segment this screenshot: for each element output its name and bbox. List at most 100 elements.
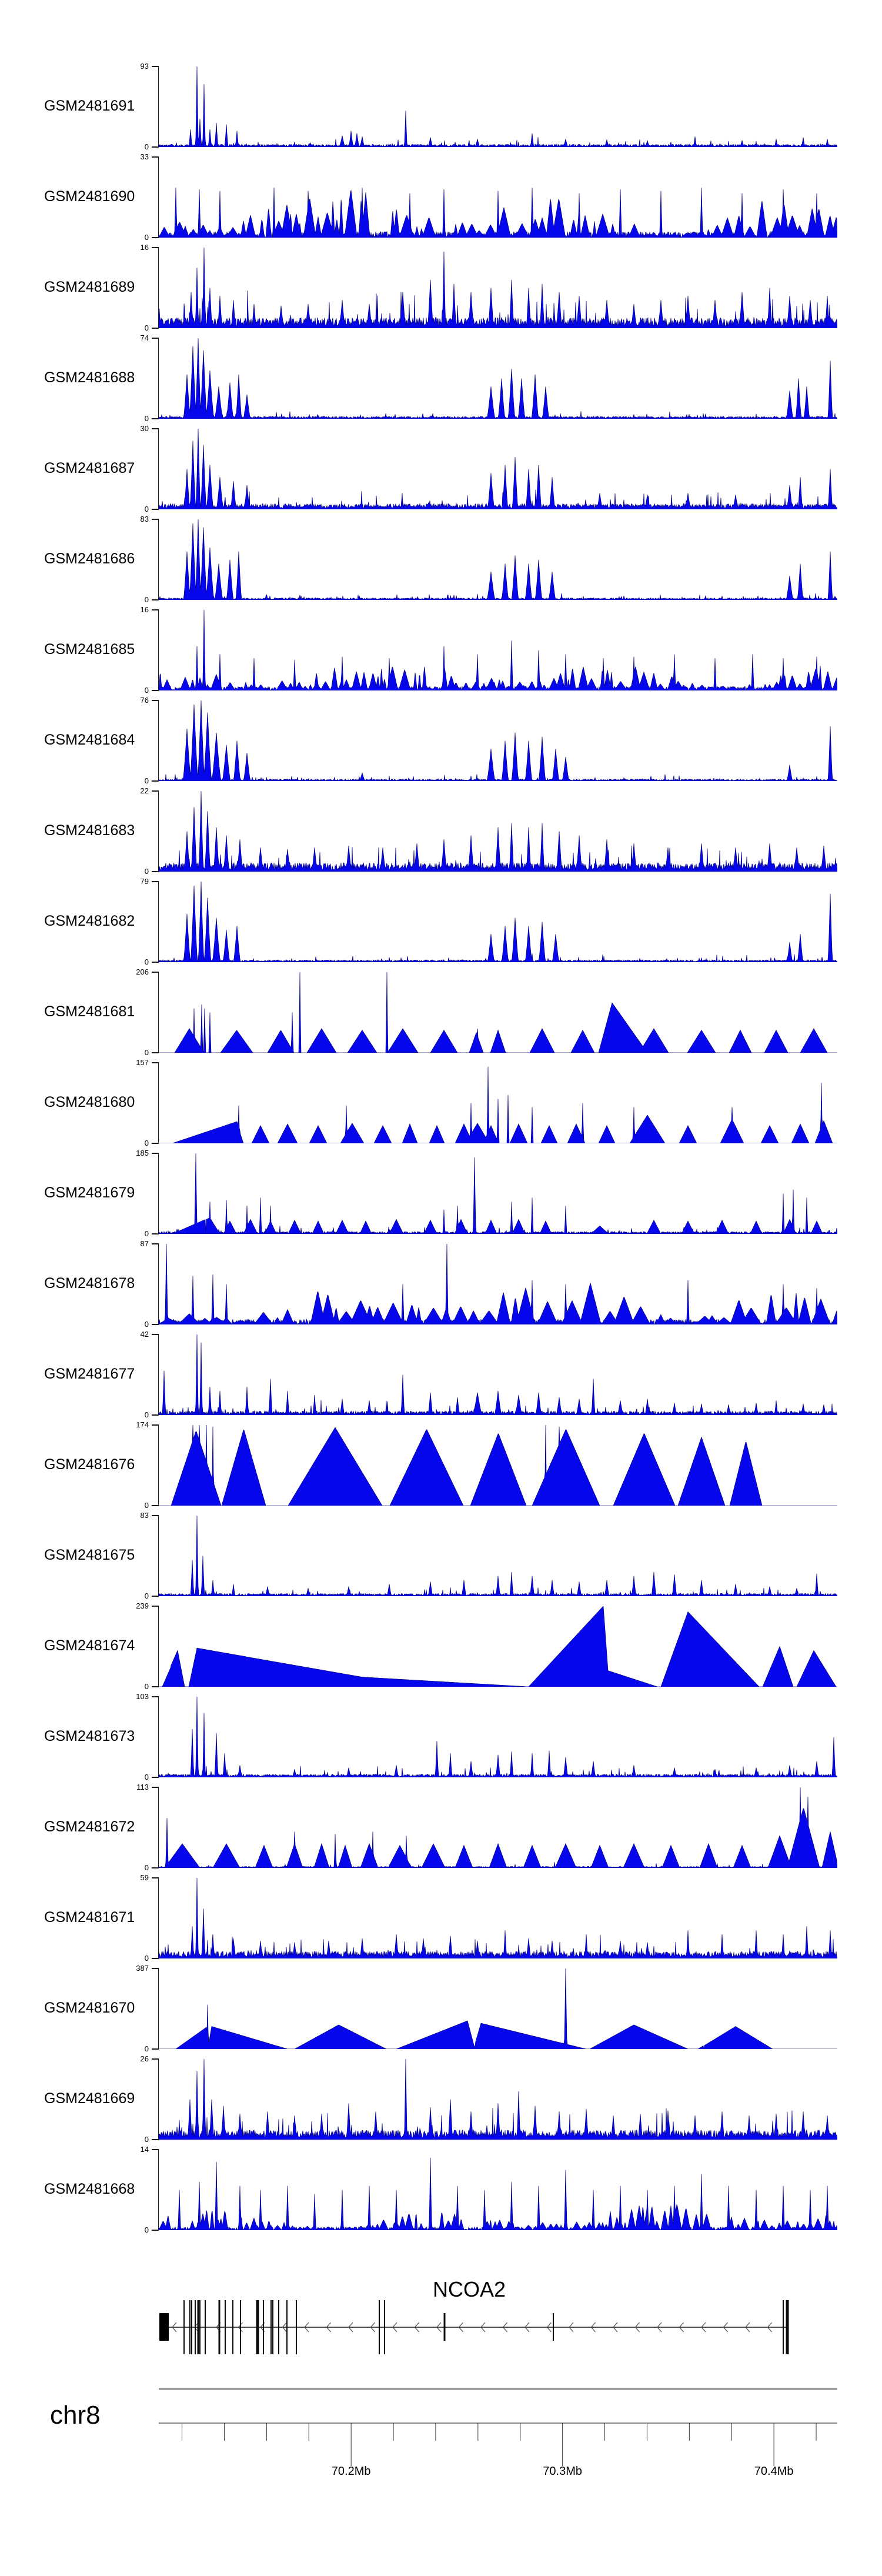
track-ymax-value: 42	[140, 1330, 149, 1339]
gene-strand-arrow-left	[436, 2322, 442, 2333]
gene-exon-tick	[189, 2300, 191, 2354]
track-yaxis-top-tick	[152, 156, 158, 158]
track-yaxis-line	[158, 1424, 159, 1506]
track-yaxis-line	[158, 2149, 159, 2231]
gene-exon-tick	[195, 2300, 196, 2354]
track-yaxis-top-tick	[152, 1968, 158, 1969]
signal-area	[159, 1244, 837, 1324]
gene-strand-arrow-left	[701, 2322, 706, 2333]
gene-exon-tick	[199, 2300, 201, 2354]
track-ymax-value: 59	[140, 1873, 149, 1882]
gene-exon-tick	[783, 2300, 784, 2354]
gene-exon-tick	[256, 2300, 259, 2354]
track-ymin-value: 0	[144, 142, 149, 151]
track-sample-label: GSM2481671	[44, 1909, 135, 1926]
gene-strand-arrow-left	[282, 2322, 287, 2333]
gene-exon-tick	[786, 2300, 789, 2354]
track-sample-label: GSM2481669	[44, 2090, 135, 2107]
gene-strand-arrow-left	[502, 2322, 507, 2333]
track-ymax-value: 30	[140, 424, 149, 433]
track-ymin-value: 0	[144, 1139, 149, 1147]
signal-area	[159, 338, 837, 419]
gene-exon-tick	[553, 2313, 554, 2341]
gene-exon-tick	[232, 2300, 233, 2354]
track-ymax-value: 83	[140, 515, 149, 523]
gene-strand-arrow-left	[414, 2322, 419, 2333]
track-yaxis-line	[158, 609, 159, 691]
track-ymin-value: 0	[144, 1501, 149, 1510]
signal-area	[159, 1334, 837, 1415]
track-ymin-value: 0	[144, 957, 149, 966]
signal-track-GSM2481677	[159, 1334, 837, 1415]
track-ymin-value: 0	[144, 595, 149, 604]
track-ymax-value: 113	[136, 1783, 149, 1791]
track-yaxis-line	[158, 1877, 159, 1959]
track-ymin-value: 0	[144, 1863, 149, 1872]
gene-strand-arrow-left	[458, 2322, 463, 2333]
signal-area	[159, 188, 837, 238]
track-yaxis-zero-tick	[152, 599, 158, 600]
signal-area	[159, 1606, 837, 1687]
signal-area	[159, 610, 837, 690]
track-yaxis-line	[158, 790, 159, 872]
track-yaxis-top-tick	[152, 609, 158, 610]
gene-strand-arrow-left	[480, 2322, 486, 2333]
gene-exon-tick	[379, 2300, 380, 2354]
track-yaxis-top-tick	[152, 1243, 158, 1244]
track-ymax-value: 239	[136, 1601, 149, 1610]
track-yaxis-zero-tick	[152, 2139, 158, 2140]
gene-strand-arrow-left	[172, 2322, 177, 2333]
signal-area	[159, 2059, 837, 2140]
signal-area	[159, 972, 837, 1053]
gene-exon-tick	[278, 2300, 279, 2354]
signal-area	[159, 1425, 837, 1506]
signal-area	[159, 1968, 837, 2049]
track-ymin-value: 0	[144, 867, 149, 876]
gene-exon-tick	[443, 2313, 446, 2341]
track-sample-label: GSM2481681	[44, 1003, 135, 1020]
gene-exon-tick	[197, 2300, 199, 2354]
track-ymin-value: 0	[144, 1591, 149, 1600]
track-sample-label: GSM2481688	[44, 369, 135, 386]
gene-strand-arrow-left	[657, 2322, 662, 2333]
signal-track-GSM2481672	[159, 1787, 837, 1868]
gene-exon-tick	[191, 2300, 192, 2354]
gene-exon-tick	[183, 2300, 185, 2354]
signal-track-GSM2481674	[159, 1606, 837, 1687]
signal-track-GSM2481669	[159, 2059, 837, 2140]
signal-area	[159, 1878, 837, 1958]
signal-area	[159, 519, 837, 600]
track-ymax-value: 16	[140, 243, 149, 252]
track-yaxis-zero-tick	[152, 1052, 158, 1053]
track-yaxis-zero-tick	[152, 2048, 158, 2050]
track-yaxis-top-tick	[152, 790, 158, 792]
track-sample-label: GSM2481672	[44, 1818, 135, 1835]
track-sample-label: GSM2481689	[44, 279, 135, 295]
signal-area	[159, 1153, 837, 1234]
track-yaxis-top-tick	[152, 1877, 158, 1878]
track-ymax-value: 185	[136, 1149, 149, 1157]
gene-strand-arrow-left	[238, 2322, 243, 2333]
track-ymin-value: 0	[144, 505, 149, 513]
signal-track-GSM2481689	[159, 248, 837, 328]
track-yaxis-line	[158, 247, 159, 329]
track-yaxis-top-tick	[152, 881, 158, 882]
track-yaxis-zero-tick	[152, 509, 158, 510]
track-ymin-value: 0	[144, 1773, 149, 1781]
track-sample-label: GSM2481676	[44, 1456, 135, 1473]
track-yaxis-zero-tick	[152, 1777, 158, 1778]
signal-track-GSM2481685	[159, 610, 837, 690]
track-yaxis-line	[158, 66, 159, 148]
track-yaxis-top-tick	[152, 1424, 158, 1426]
track-ymax-value: 157	[136, 1058, 149, 1067]
track-yaxis-zero-tick	[152, 780, 158, 782]
track-sample-label: GSM2481683	[44, 822, 135, 839]
track-ymax-value: 76	[140, 696, 149, 705]
track-sample-label: GSM2481673	[44, 1728, 135, 1744]
track-yaxis-zero-tick	[152, 328, 158, 329]
signal-track-GSM2481690	[159, 188, 837, 238]
track-ymax-value: 174	[136, 1420, 149, 1429]
signal-track-GSM2481683	[159, 791, 837, 872]
track-yaxis-zero-tick	[152, 1867, 158, 1868]
